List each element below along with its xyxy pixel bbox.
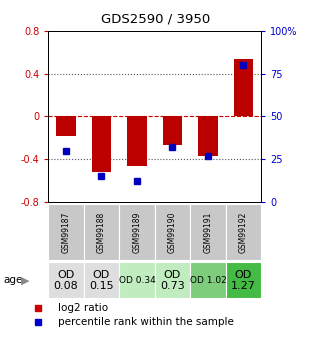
Bar [234,59,253,117]
Bar [48,262,84,298]
Text: GSM99191: GSM99191 [203,211,212,253]
Text: OD
0.08: OD 0.08 [53,269,78,291]
Text: GSM99188: GSM99188 [97,211,106,253]
Bar [84,262,119,298]
Bar [92,117,111,172]
Bar [127,117,147,166]
Text: OD 0.34: OD 0.34 [118,276,156,285]
Text: GDS2590 / 3950: GDS2590 / 3950 [101,12,210,25]
Text: age: age [3,275,22,285]
Bar [155,204,190,260]
Bar [56,117,76,136]
Bar [155,262,190,298]
Text: OD
0.73: OD 0.73 [160,269,185,291]
Bar [119,262,155,298]
Text: GSM99192: GSM99192 [239,211,248,253]
Text: percentile rank within the sample: percentile rank within the sample [58,317,234,327]
Bar [226,262,261,298]
Text: GSM99187: GSM99187 [62,211,71,253]
Bar [190,262,226,298]
Text: log2 ratio: log2 ratio [58,303,108,313]
Text: ▶: ▶ [21,275,30,285]
Bar [119,204,155,260]
Text: OD 1.02: OD 1.02 [190,276,226,285]
Text: GSM99189: GSM99189 [132,211,142,253]
Bar [163,117,182,145]
Bar [84,204,119,260]
Text: OD
0.15: OD 0.15 [89,269,114,291]
Text: GSM99190: GSM99190 [168,211,177,253]
Text: OD
1.27: OD 1.27 [231,269,256,291]
Bar [190,204,226,260]
Bar [198,117,218,156]
Bar [226,204,261,260]
Bar [48,204,84,260]
